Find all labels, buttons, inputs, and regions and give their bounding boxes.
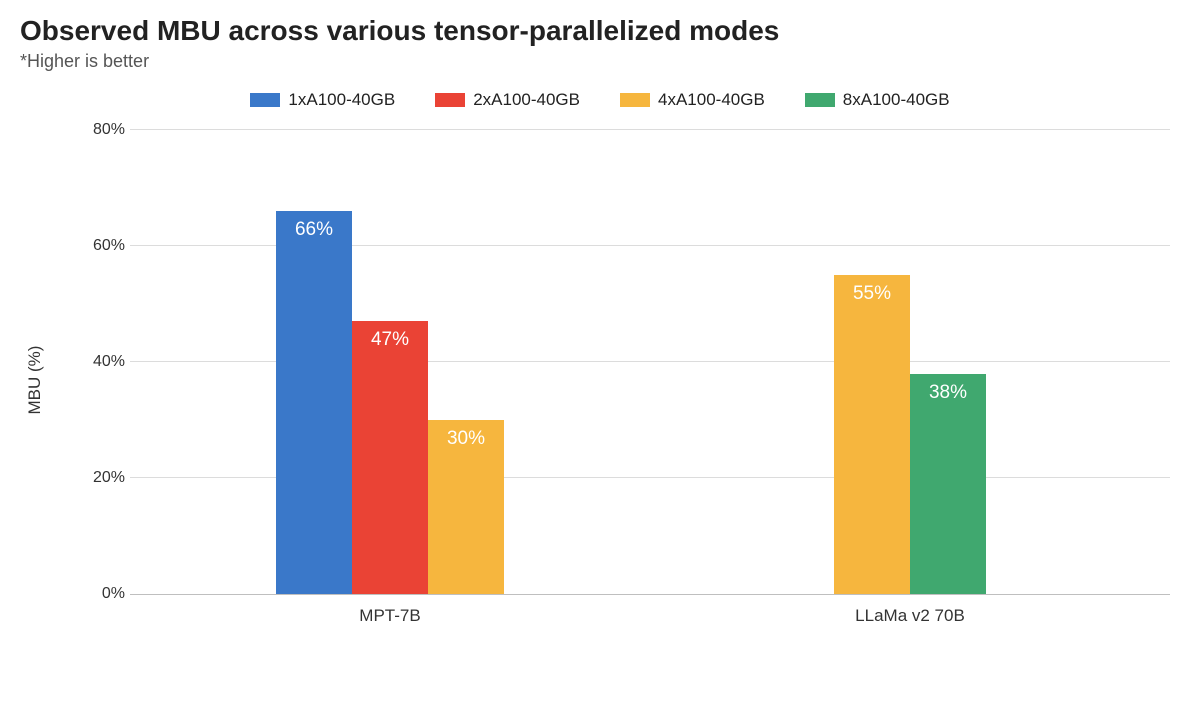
- legend-label-8x: 8xA100-40GB: [843, 90, 950, 110]
- chart-title: Observed MBU across various tensor-paral…: [20, 15, 1180, 47]
- bar-label-llama-4x: 55%: [853, 283, 891, 305]
- legend-swatch-1x: [250, 93, 280, 107]
- legend-swatch-8x: [805, 93, 835, 107]
- bar-label-mpt7b-2x: 47%: [371, 329, 409, 351]
- chart-area: MBU (%) 80% 60% 40% 20% 0% 66% 47%: [75, 120, 1170, 640]
- bar-mpt7b-4x: 30%: [428, 420, 504, 594]
- y-tick-60: 60%: [75, 237, 125, 255]
- group-mpt7b: 66% 47% 30% MPT-7B: [130, 130, 650, 594]
- group-llama: 55% 38% LLaMa v2 70B: [650, 130, 1170, 594]
- bar-llama-4x: 55%: [834, 275, 910, 594]
- bar-mpt7b-1x: 66%: [276, 211, 352, 594]
- legend-item-4x: 4xA100-40GB: [620, 90, 765, 110]
- bar-mpt7b-2x: 47%: [352, 321, 428, 594]
- x-tick-mpt7b: MPT-7B: [359, 606, 420, 626]
- x-tick-llama: LLaMa v2 70B: [855, 606, 965, 626]
- y-tick-80: 80%: [75, 121, 125, 139]
- legend-label-1x: 1xA100-40GB: [288, 90, 395, 110]
- legend-label-4x: 4xA100-40GB: [658, 90, 765, 110]
- y-tick-20: 20%: [75, 469, 125, 487]
- legend-item-1x: 1xA100-40GB: [250, 90, 395, 110]
- y-tick-40: 40%: [75, 353, 125, 371]
- legend: 1xA100-40GB 2xA100-40GB 4xA100-40GB 8xA1…: [20, 90, 1180, 110]
- bar-llama-8x: 38%: [910, 374, 986, 594]
- legend-label-2x: 2xA100-40GB: [473, 90, 580, 110]
- legend-item-2x: 2xA100-40GB: [435, 90, 580, 110]
- bar-label-mpt7b-1x: 66%: [295, 219, 333, 241]
- y-tick-0: 0%: [75, 585, 125, 603]
- chart-subtitle: *Higher is better: [20, 51, 1180, 72]
- legend-swatch-4x: [620, 93, 650, 107]
- y-axis-label: MBU (%): [25, 346, 45, 415]
- legend-swatch-2x: [435, 93, 465, 107]
- legend-item-8x: 8xA100-40GB: [805, 90, 950, 110]
- chart-container: Observed MBU across various tensor-paral…: [0, 0, 1200, 710]
- bar-label-mpt7b-4x: 30%: [447, 428, 485, 450]
- bar-label-llama-8x: 38%: [929, 382, 967, 404]
- bar-groups: 66% 47% 30% MPT-7B 55% 38%: [130, 130, 1170, 594]
- plot-area: 80% 60% 40% 20% 0% 66% 47% 30% MPT-7B: [130, 130, 1170, 595]
